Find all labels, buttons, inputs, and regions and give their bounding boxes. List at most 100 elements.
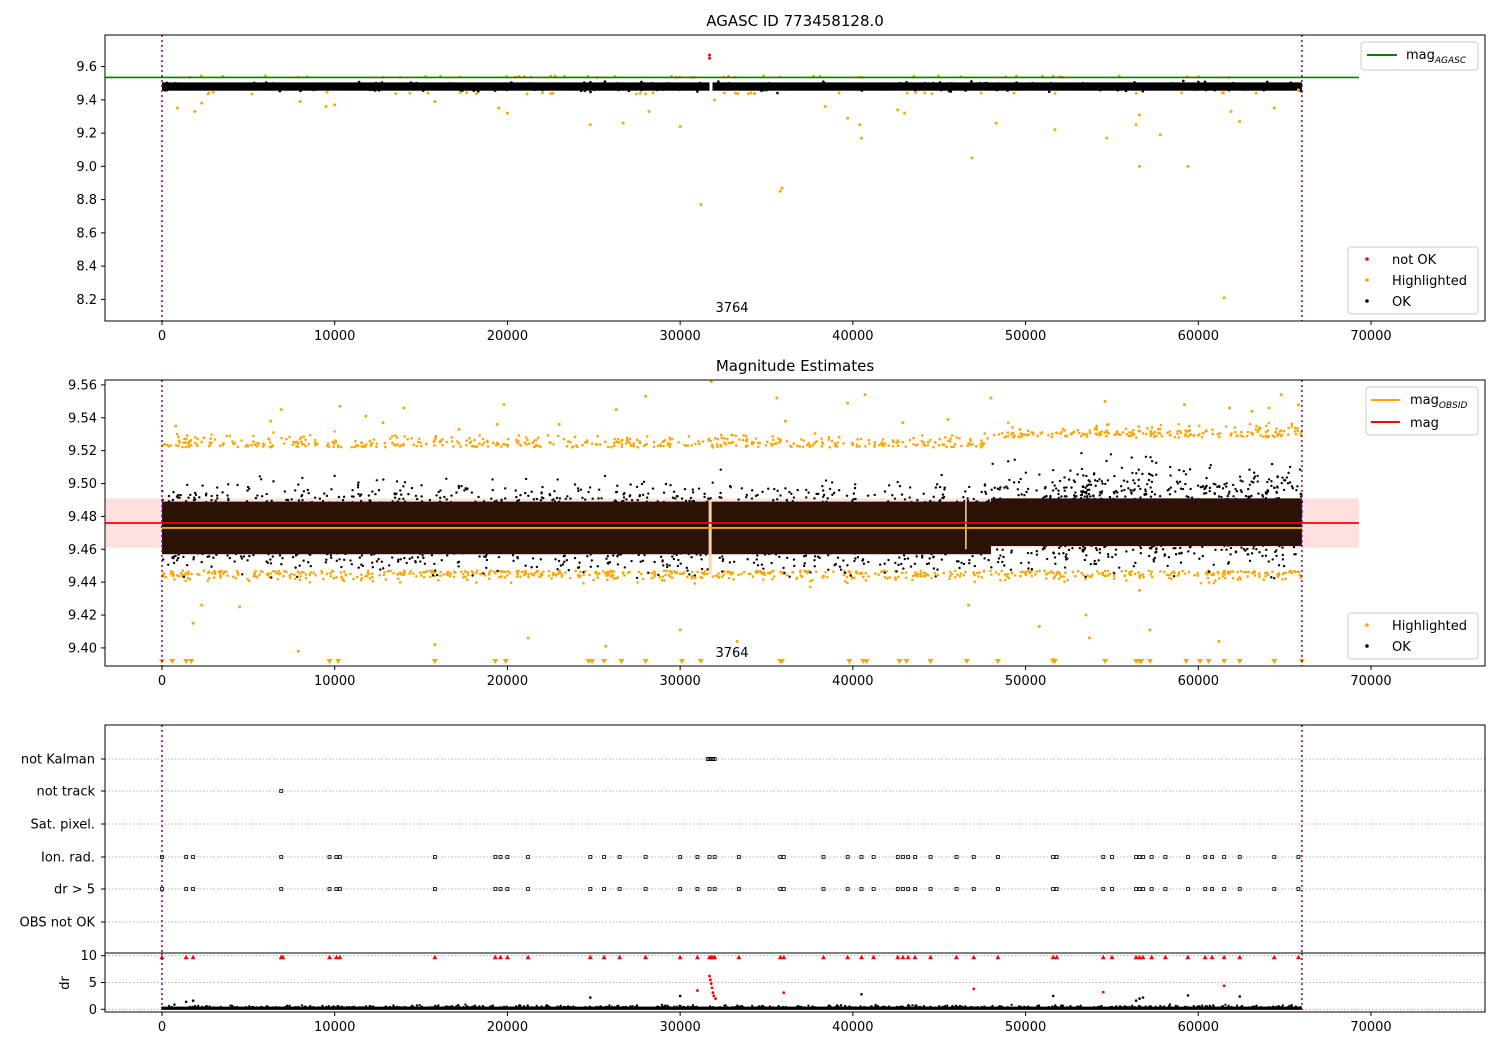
ok-point — [1189, 85, 1193, 89]
highlighted-point — [350, 445, 354, 449]
ok-point — [1141, 89, 1145, 93]
ok-point — [1148, 86, 1151, 89]
ok-point — [932, 495, 935, 499]
ok-point — [1070, 87, 1074, 90]
highlighted-point — [943, 436, 947, 439]
panel-1-plot-area — [105, 35, 1359, 321]
highlighted-point — [701, 440, 705, 443]
ok-point — [1289, 81, 1293, 84]
highlighted-point — [616, 576, 620, 579]
highlighted-point — [497, 442, 500, 446]
highlighted-point — [730, 433, 733, 437]
ok-point — [201, 484, 204, 487]
highlighted-point — [532, 574, 536, 577]
highlighted-point — [645, 442, 649, 446]
ok-point — [593, 88, 596, 92]
ok-point — [1282, 488, 1286, 492]
highlighted-point — [911, 578, 914, 582]
ok-point — [1097, 86, 1101, 90]
highlighted-point — [457, 442, 461, 445]
highlighted-point — [1261, 435, 1265, 438]
highlighted-point — [162, 443, 165, 447]
highlighted-point — [293, 573, 296, 577]
ok-point — [553, 86, 557, 90]
highlighted-point — [1248, 422, 1252, 426]
highlighted-point — [246, 445, 250, 448]
highlighted-point — [1253, 574, 1257, 577]
ok-point — [469, 86, 473, 89]
ok-point — [532, 85, 536, 88]
highlighted-point — [905, 91, 909, 95]
ok-point — [1213, 492, 1216, 495]
highlighted-point — [624, 442, 628, 445]
ok-point — [171, 498, 175, 502]
ok-point — [174, 82, 177, 85]
highlighted-point — [246, 577, 249, 581]
ok-point — [905, 80, 908, 84]
ok-point — [318, 497, 322, 500]
highlighted-point — [675, 571, 678, 575]
highlighted-point — [1105, 136, 1109, 140]
highlighted-point — [501, 569, 504, 573]
ok-point — [300, 87, 304, 90]
highlighted-point — [1267, 435, 1271, 438]
highlighted-point — [1156, 427, 1160, 431]
highlighted-point — [926, 440, 930, 444]
highlighted-point — [820, 445, 824, 448]
ok-point — [1270, 576, 1273, 579]
highlighted-point — [304, 438, 307, 441]
highlighted-point — [341, 578, 345, 582]
ok-point — [1035, 553, 1039, 556]
highlighted-point — [639, 572, 643, 576]
ok-point — [541, 485, 544, 489]
highlighted-point — [1106, 569, 1110, 573]
highlighted-point — [327, 445, 331, 448]
ok-point — [409, 81, 413, 84]
highlighted-point — [298, 578, 302, 582]
highlighted-point — [314, 574, 318, 577]
ok-point — [332, 86, 336, 90]
ok-point — [1036, 86, 1039, 90]
highlighted-point — [226, 574, 229, 577]
ok-point — [1278, 84, 1281, 87]
highlighted-point — [1103, 574, 1106, 578]
highlighted-point — [867, 438, 871, 442]
highlighted-point — [445, 440, 449, 444]
highlighted-point — [184, 441, 187, 444]
ok-point — [1105, 459, 1108, 463]
ok-point — [194, 82, 197, 86]
highlighted-point — [671, 437, 674, 441]
ok-point — [1023, 82, 1027, 86]
highlighted-point — [432, 443, 436, 447]
highlighted-point — [981, 444, 985, 447]
highlighted-point — [439, 574, 442, 578]
ok-point — [278, 554, 282, 557]
highlighted-point — [682, 571, 686, 575]
ok-point — [935, 84, 938, 87]
highlighted-point — [956, 573, 959, 576]
highlighted-point — [749, 91, 753, 95]
highlighted-point — [1127, 434, 1131, 438]
highlighted-point — [745, 439, 749, 443]
highlighted-point — [891, 444, 895, 448]
highlighted-point — [1019, 574, 1022, 578]
ok-point — [1027, 567, 1030, 570]
ok-point — [172, 83, 175, 87]
highlighted-point — [919, 569, 922, 573]
ok-point — [650, 82, 654, 85]
highlighted-point — [1093, 428, 1097, 431]
ok-point — [619, 87, 623, 91]
ok-point — [214, 499, 217, 503]
highlighted-point — [314, 443, 317, 447]
ok-point — [491, 478, 494, 481]
highlighted-point — [880, 443, 884, 447]
ok-point — [1001, 548, 1004, 551]
highlighted-point — [594, 571, 597, 575]
highlighted-point — [1121, 431, 1125, 434]
ok-point — [294, 489, 297, 492]
ok-point — [1031, 81, 1034, 85]
highlighted-point — [527, 442, 531, 445]
highlighted-point — [503, 570, 507, 574]
highlighted-point — [933, 571, 937, 575]
ok-point — [1071, 547, 1074, 550]
